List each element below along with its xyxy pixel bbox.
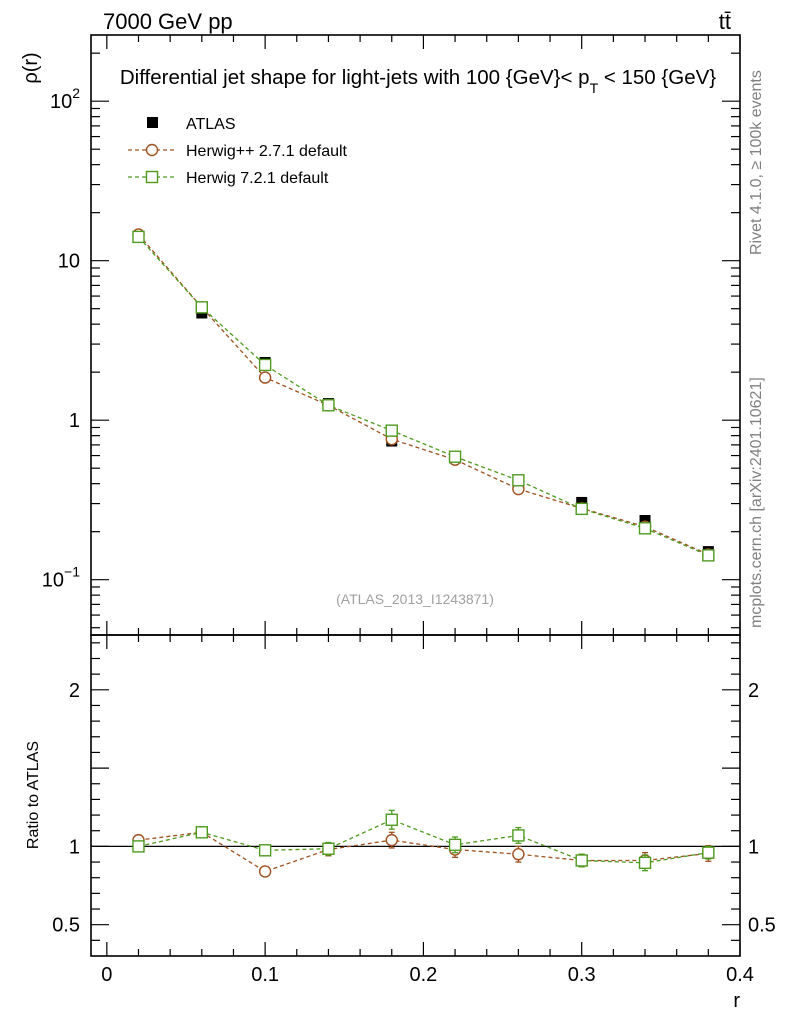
- energy-label: 7000 GeV pp: [103, 9, 233, 34]
- ratio-tick-label-right: 0.5: [748, 915, 776, 937]
- legend-herwigpp-label: Herwig++ 2.7.1 default: [186, 143, 348, 160]
- y-axis-label: ρ(r): [20, 52, 42, 83]
- herwig7-ratio-point: [132, 840, 145, 853]
- x-tick-label: 0.3: [568, 964, 596, 986]
- legend: ATLAS Herwig++ 2.7.1 default Herwig 7.2.…: [128, 116, 348, 187]
- herwig7-point: [132, 230, 145, 244]
- legend-atlas-label: ATLAS: [186, 116, 236, 133]
- x-tick-label: 0: [101, 964, 112, 986]
- ratio-line-2: [138, 819, 709, 864]
- series-line-1: [137, 234, 709, 556]
- chart-title: Differential jet shape for light-jets wi…: [120, 66, 716, 96]
- y-tick-label: 1: [69, 410, 80, 432]
- x-tick-label: 0.4: [726, 964, 754, 986]
- y-tick-label-base: 10: [58, 251, 80, 273]
- herwig7-ratio-point: [322, 842, 335, 855]
- ratio-tick-label-left: 1: [69, 836, 80, 858]
- herwig7-point: [702, 549, 715, 562]
- herwig7-ratio-point: [258, 844, 272, 857]
- chart-title-subscript: T: [590, 80, 599, 96]
- rivet-label: Rivet 4.1.0, ≥ 100k events: [748, 70, 765, 255]
- y-tick-label-base: 1: [69, 410, 80, 432]
- x-tick-label: 0.1: [251, 964, 279, 986]
- herwig7-ratio-point: [448, 838, 462, 852]
- process-label: tt̄: [719, 9, 731, 34]
- ratio-tick-label-left: 2: [69, 680, 80, 702]
- ratio-tick-label-right: 2: [748, 680, 759, 702]
- series-line-2: [138, 236, 709, 556]
- y-tick-label: 10−1: [42, 564, 80, 592]
- data-marks: [91, 228, 740, 878]
- herwig7-ratio-point: [512, 829, 525, 842]
- legend-atlas-marker: [147, 117, 158, 128]
- legend-herwig7-label: Herwig 7.2.1 default: [186, 170, 329, 187]
- herwigpp-ratio-point: [385, 833, 398, 847]
- legend-herwigpp-marker: [145, 143, 159, 157]
- ratio-y-axis-label: Ratio to ATLAS: [25, 741, 42, 849]
- chart-title-tail: < 150 {GeV}: [598, 66, 716, 89]
- y-tick-label: 102: [50, 85, 80, 113]
- herwig7-ratio-point: [575, 854, 588, 867]
- y-tick-label: 10: [58, 251, 80, 273]
- y-tick-label-exponent: −1: [64, 564, 80, 580]
- chart-title-main: Differential jet shape for light-jets wi…: [120, 66, 590, 89]
- herwig7-point: [575, 502, 588, 516]
- y-tick-label-exponent: 2: [72, 85, 80, 101]
- reference-label: (ATLAS_2013_I1243871): [336, 591, 494, 607]
- y-tick-label-base: 10: [42, 570, 64, 592]
- mcplots-label: mcplots.cern.ch [arXiv:2401.10621]: [748, 377, 765, 628]
- ratio-panel-frame: [90, 634, 741, 957]
- ratio-line-1: [138, 831, 709, 873]
- herwig7-point: [448, 450, 462, 463]
- herwig7-point: [195, 301, 209, 314]
- x-axis-label: r: [733, 990, 740, 1012]
- herwig7-ratio-point: [702, 846, 715, 859]
- herwig7-ratio-point: [638, 856, 652, 870]
- x-tick-label: 0.2: [410, 964, 438, 986]
- herwig7-point: [638, 522, 652, 535]
- herwigpp-point: [258, 371, 272, 384]
- ratio-tick-label-left: 0.5: [52, 915, 80, 937]
- herwig7-ratio-point: [195, 826, 209, 839]
- herwig7-point: [385, 424, 398, 437]
- y-tick-label-base: 10: [50, 91, 72, 113]
- herwigpp-ratio-point: [512, 848, 525, 861]
- herwig7-point: [258, 358, 272, 372]
- herwig7-point: [322, 399, 335, 412]
- legend-herwig7-marker: [145, 170, 159, 184]
- herwigpp-ratio-point: [258, 865, 272, 878]
- herwig7-point: [512, 474, 525, 487]
- ratio-tick-label-right: 1: [748, 836, 759, 858]
- herwig7-ratio-point: [385, 813, 398, 826]
